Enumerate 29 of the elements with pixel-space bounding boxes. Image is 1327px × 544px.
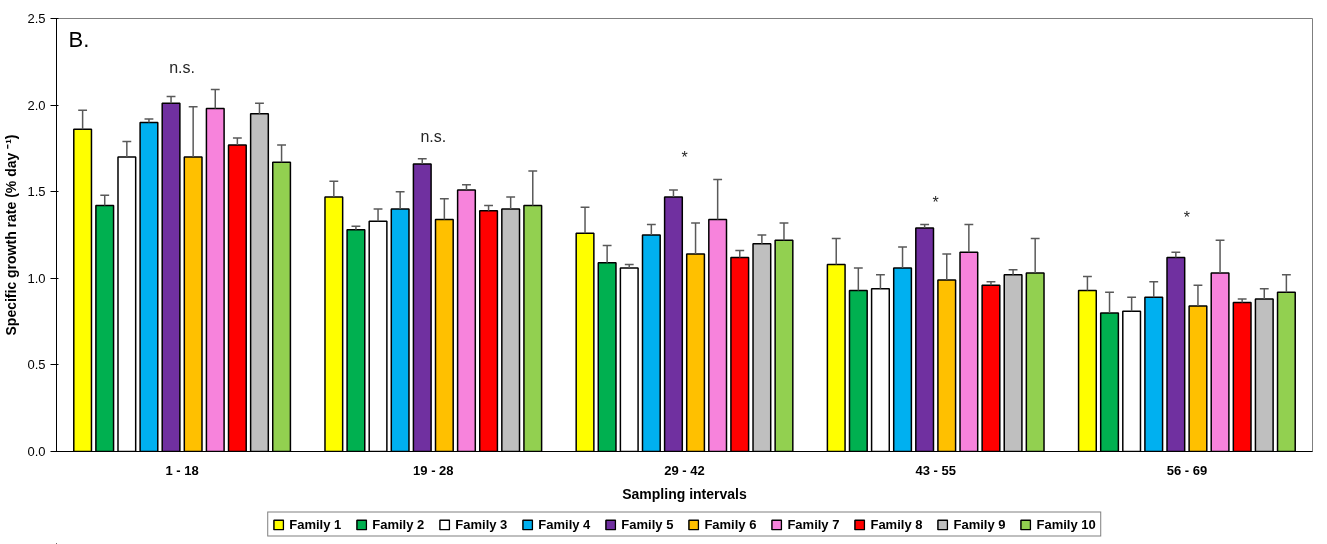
y-tick-label: 2.0 xyxy=(27,97,46,113)
annotation: * xyxy=(1183,209,1191,227)
x-tick-label: 43 - 55 xyxy=(915,462,956,478)
legend-label: Family 7 xyxy=(787,516,840,532)
legend-label: Family 10 xyxy=(1036,516,1096,532)
y-tick-label: 0.5 xyxy=(27,357,46,373)
x-tick-label: 29 - 42 xyxy=(664,462,705,478)
x-tick-label: 19 - 28 xyxy=(413,462,454,478)
legend-label: Family 9 xyxy=(953,516,1006,532)
y-axis-title: Specific growth rate (% day ⁻¹) xyxy=(3,134,20,336)
x-tick-label: 1 - 18 xyxy=(165,462,199,478)
annotation: n.s. xyxy=(420,127,447,145)
annotation: * xyxy=(681,148,688,166)
annotation: n.s. xyxy=(169,58,195,76)
legend-label: Family 6 xyxy=(704,516,757,532)
legend-label: Family 2 xyxy=(372,516,425,532)
annotation: * xyxy=(932,193,939,211)
legend-label: Family 8 xyxy=(870,516,923,532)
annotation: B. xyxy=(68,26,90,52)
y-tick-label: 1.0 xyxy=(27,270,46,286)
legend-label: Family 1 xyxy=(289,516,342,532)
legend-label: Family 3 xyxy=(455,516,508,532)
legend-label: Family 4 xyxy=(538,516,591,532)
x-axis-title: Sampling intervals xyxy=(622,485,747,502)
y-tick-label: 2.5 xyxy=(27,11,46,26)
y-tick-label: 0.0 xyxy=(27,444,46,459)
x-tick-label: 56 - 69 xyxy=(1166,462,1208,478)
legend-label: Family 5 xyxy=(621,516,674,532)
y-tick-label: 1.5 xyxy=(27,184,46,200)
